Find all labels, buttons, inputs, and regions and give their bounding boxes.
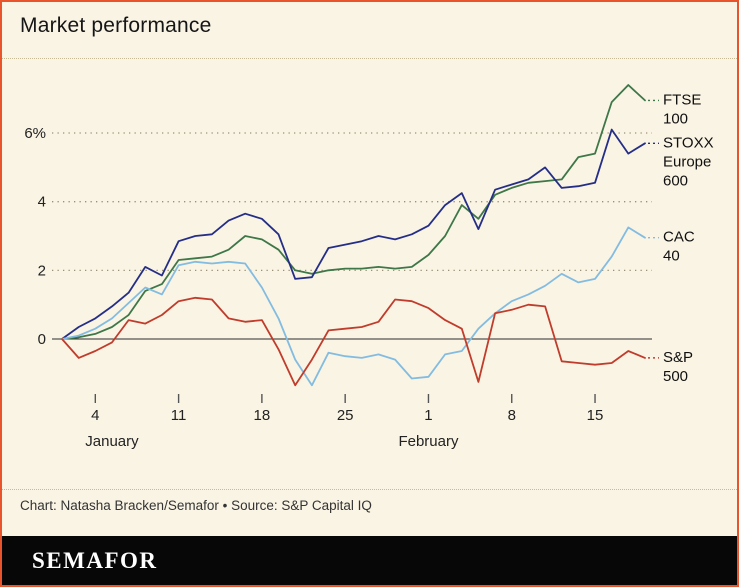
series-label-stoxx-europe-600: 600 <box>663 172 688 189</box>
series-label-ftse-100: FTSE <box>663 91 701 108</box>
x-tick-label: 4 <box>91 407 99 424</box>
x-tick-label: 1 <box>424 407 432 424</box>
series-line-cac-40 <box>61 226 646 387</box>
series-label-ftse-100: 100 <box>663 110 688 127</box>
x-tick-label: 15 <box>587 407 604 424</box>
series-line-stoxx-europe-600 <box>61 128 646 340</box>
y-tick-label: 4 <box>38 194 46 211</box>
separator-bottom <box>2 489 737 490</box>
y-tick-label: 0 <box>38 331 46 348</box>
y-tick-label: 2 <box>38 262 46 279</box>
month-label-february: February <box>398 433 459 450</box>
series-line-ftse-100 <box>61 84 646 340</box>
x-tick-label: 8 <box>508 407 516 424</box>
series-label-stoxx-europe-600: STOXX <box>663 134 714 151</box>
series-line-s-p-500 <box>61 296 646 387</box>
x-tick-label: 25 <box>337 407 354 424</box>
series-label-s-p-500: S&P <box>663 349 693 366</box>
brand-bar: SEMAFOR <box>2 536 737 585</box>
x-tick-label: 18 <box>254 407 271 424</box>
semafor-wordmark: SEMAFOR <box>32 547 158 573</box>
series-label-cac-40: CAC <box>663 229 695 246</box>
series-label-stoxx-europe-600: Europe <box>663 153 711 170</box>
chart-credit: Chart: Natasha Bracken/Semafor • Source:… <box>20 498 372 513</box>
series-label-s-p-500: 500 <box>663 368 688 385</box>
y-tick-label: 6% <box>24 125 46 142</box>
month-label-january: January <box>85 433 139 450</box>
separator-top <box>2 58 737 59</box>
series-label-cac-40: 40 <box>663 248 680 265</box>
page-title: Market performance <box>20 14 212 37</box>
x-tick-label: 11 <box>171 407 187 424</box>
chart-area: 6% 4 2 0 4 11 18 25 1 8 15 January February FTSE 100 ST… <box>2 60 737 488</box>
